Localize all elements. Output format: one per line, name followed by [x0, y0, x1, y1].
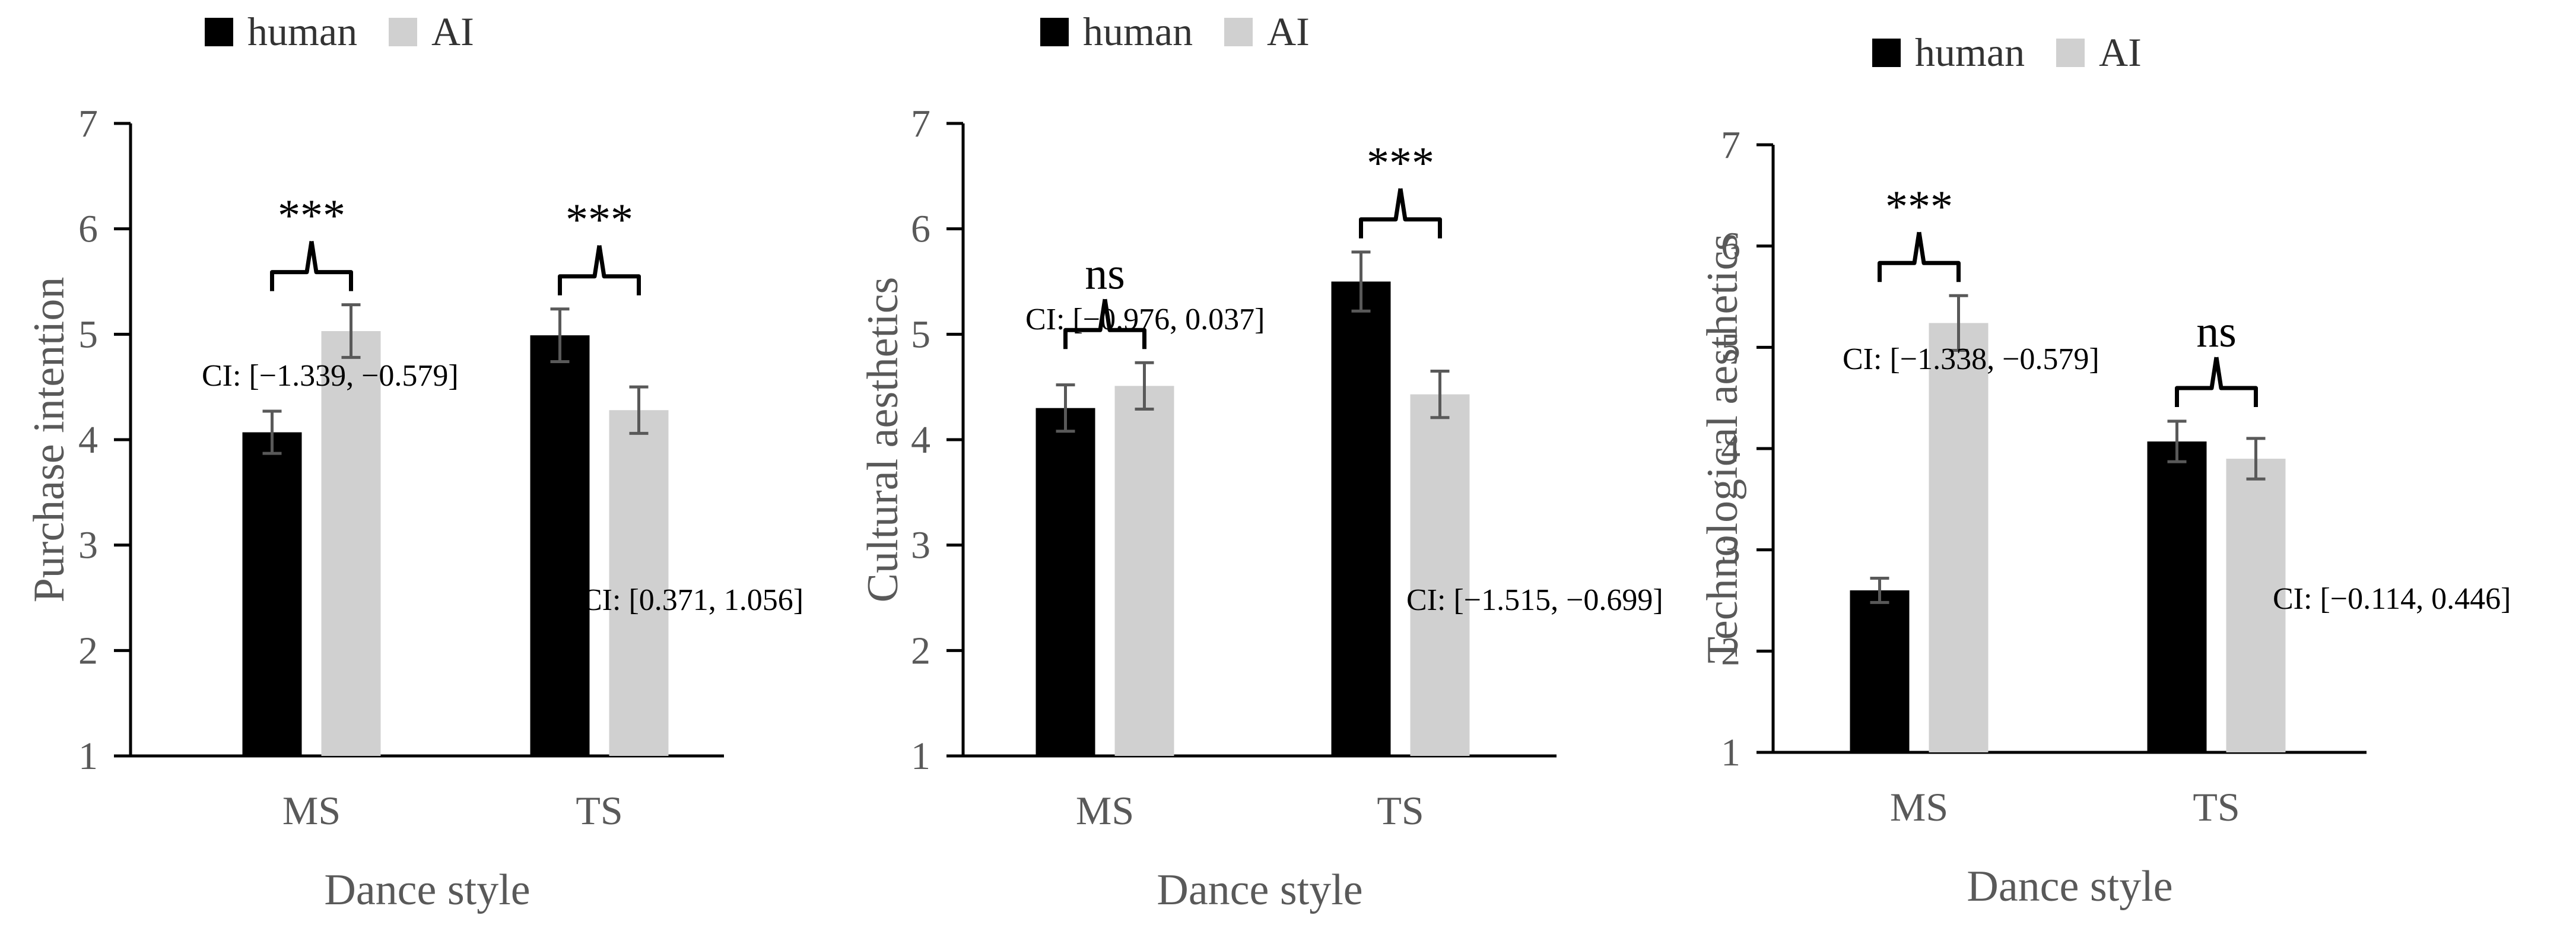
y-tick-label: 6	[78, 208, 98, 251]
bar-ai-ms	[1114, 386, 1174, 756]
y-tick-label: 1	[78, 735, 98, 778]
x-tick-label: MS	[1890, 784, 1948, 830]
chart-panel-1: human AI 1 2 3 4 5 6 7 Purchase intention MS *** CI:…	[25, 9, 803, 914]
ci-label: CI: [−1.339, −0.579]	[202, 359, 459, 393]
y-tick-label: 1	[911, 735, 930, 778]
significance-bracket	[2175, 357, 2258, 408]
x-axis-title: Dance style	[324, 866, 530, 914]
legend-label-human: human	[1083, 9, 1193, 54]
y-tick-label: 2	[78, 629, 98, 672]
legend-swatch-ai	[2056, 39, 2085, 67]
significance-bracket	[1063, 298, 1146, 349]
y-axis-title: Purchase intention	[25, 277, 74, 603]
legend-swatch-ai	[389, 18, 417, 46]
legend-label-ai: AI	[431, 9, 474, 54]
bar-human-ts	[1331, 281, 1391, 756]
significance-label: ***	[1885, 182, 1953, 231]
significance-label: ns	[2196, 307, 2237, 357]
significance-bracket	[1878, 231, 1961, 282]
bar-ai-ms	[1929, 323, 1989, 752]
significance-bracket	[270, 241, 353, 291]
y-tick-label: 5	[78, 313, 98, 356]
y-tick-label: 5	[911, 313, 930, 356]
y-tick-label: 3	[911, 524, 930, 567]
y-tick-label: 4	[78, 418, 98, 462]
bar-human-ms	[1850, 590, 1910, 752]
ci-label: CI: [0.371, 1.056]	[582, 583, 803, 617]
legend-swatch-ai	[1224, 18, 1253, 46]
legend-swatch-human	[205, 18, 233, 46]
y-axis-title: Technological aesthetics	[1698, 234, 1747, 663]
x-axis-title: Dance style	[1967, 862, 2172, 911]
legend-swatch-human	[1040, 18, 1069, 46]
y-tick-label: 7	[1721, 123, 1740, 167]
legend-swatch-human	[1872, 39, 1901, 67]
significance-bracket	[1359, 188, 1442, 239]
y-tick-label: 2	[1721, 630, 1740, 673]
ci-label: CI: [−1.338, −0.579]	[1843, 342, 2099, 376]
bar-ai-ms	[321, 331, 381, 756]
x-tick-label: TS	[2193, 784, 2240, 830]
y-tick-label: 3	[78, 524, 98, 567]
x-tick-label: TS	[1377, 788, 1424, 833]
bar-ai-ts	[609, 410, 669, 756]
bar-human-ts	[530, 335, 590, 756]
y-tick-label: 7	[78, 102, 98, 145]
bar-human-ms	[1036, 408, 1095, 756]
ci-label: CI: [−0.976, 0.037]	[1025, 303, 1265, 336]
bar-ai-ts	[1410, 394, 1470, 756]
bar-ai-ts	[2226, 459, 2286, 752]
y-tick-label: 6	[911, 208, 930, 251]
y-tick-label: 7	[911, 102, 930, 145]
ci-label: CI: [−1.515, −0.699]	[1406, 583, 1663, 617]
chart-panel-2: human AI 1 2 3 4 5 6 7 Cultural aesthetics MS ns CI:…	[859, 9, 1663, 914]
y-tick-label: 3	[1721, 529, 1740, 572]
x-tick-label: MS	[1076, 788, 1134, 833]
significance-bracket	[558, 245, 641, 295]
legend-label-ai: AI	[2099, 30, 2142, 75]
y-axis-title: Cultural aesthetics	[859, 277, 907, 603]
y-tick-label: 2	[911, 629, 930, 672]
y-tick-label: 1	[1721, 731, 1740, 774]
chart-panel-3: human AI 1 2 3 4 5 6 7 Technological aesthetics MS…	[1698, 30, 2511, 911]
y-tick-label: 5	[1721, 326, 1740, 369]
legend-label-human: human	[1915, 30, 2025, 75]
legend-label-ai: AI	[1267, 9, 1310, 54]
ci-label: CI: [−0.114, 0.446]	[2273, 582, 2511, 616]
x-tick-label: MS	[282, 788, 341, 833]
bar-human-ms	[242, 432, 302, 756]
y-tick-label: 4	[911, 418, 930, 462]
significance-label: ***	[566, 195, 633, 245]
significance-label: ***	[278, 191, 345, 241]
bar-human-ts	[2147, 441, 2207, 752]
significance-label: ns	[1085, 249, 1125, 298]
significance-label: ***	[1367, 138, 1434, 188]
x-tick-label: TS	[576, 788, 622, 833]
legend-label-human: human	[247, 9, 357, 54]
y-tick-label: 4	[1721, 427, 1740, 471]
y-tick-label: 6	[1721, 225, 1740, 268]
x-axis-title: Dance style	[1157, 866, 1362, 914]
